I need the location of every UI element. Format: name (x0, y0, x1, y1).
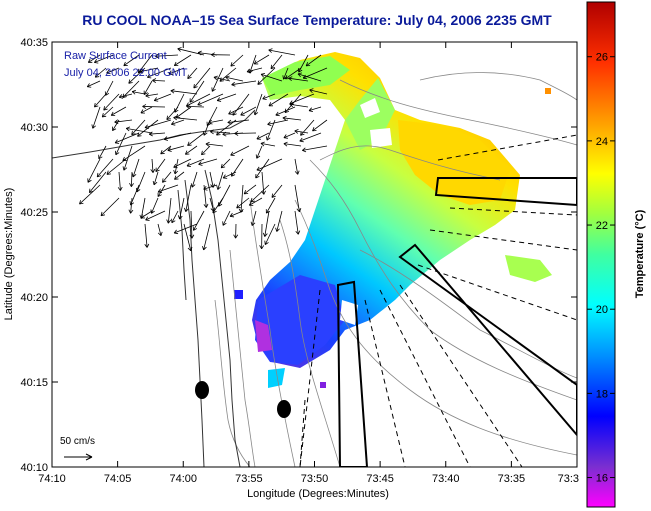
colorbar-ticks: 26 24 22 20 18 16 (587, 52, 615, 485)
lon-tick-label: 74:00 (169, 473, 197, 485)
sst-field (234, 52, 552, 388)
lat-tick-label: 40:35 (20, 37, 48, 49)
longitude-ticks: 74:10 74:05 74:00 73:55 73:50 73:45 73:40 73:35… (38, 42, 579, 485)
lat-tick-label: 40:25 (20, 207, 48, 219)
x-axis-label: Longitude (Degrees:Minutes) (247, 488, 389, 500)
map-title: RU COOL NOAA–15 Sea Surface Temperature:… (82, 12, 552, 28)
lat-tick-label: 40:20 (20, 292, 48, 304)
legend-line-2: July 04, 2006 22:00 GMT (64, 67, 188, 79)
lon-tick-label: 73:40 (432, 473, 460, 485)
colorbar-tick-label: 18 (596, 388, 608, 400)
y-axis-label: Latitude (Degrees:Minutes) (3, 188, 15, 321)
lon-tick-label: 74:10 (38, 473, 66, 485)
colorbar (586, 1, 616, 508)
sampling-regions (336, 177, 577, 467)
radial-lines (299, 134, 577, 467)
lon-tick-label: 73:50 (301, 473, 329, 485)
island-marker (277, 400, 291, 418)
lon-tick-label: 73:45 (366, 473, 394, 485)
lon-tick-label: 73:35 (498, 473, 526, 485)
bathymetry-contours (214, 72, 577, 467)
scale-label: 50 cm/s (60, 436, 95, 447)
colorbar-tick-label: 22 (596, 220, 608, 232)
colorbar-tick-label: 24 (596, 136, 608, 148)
lon-tick-label: 73:3 (558, 473, 579, 485)
colorbar-tick-label: 20 (596, 304, 608, 316)
island-marker (195, 381, 209, 399)
lat-tick-label: 40:30 (20, 122, 48, 134)
colorbar-tick-label: 16 (596, 473, 608, 485)
current-vectors (79, 47, 328, 252)
lat-tick-label: 40:10 (20, 462, 48, 474)
lon-tick-label: 74:05 (104, 473, 132, 485)
legend-line-1: Raw Surface Current (64, 50, 167, 62)
scale-arrow (64, 453, 93, 461)
lat-tick-label: 40:15 (20, 377, 48, 389)
lon-tick-label: 73:55 (235, 473, 263, 485)
colorbar-tick-label: 26 (596, 52, 608, 64)
latitude-ticks: 40:35 40:30 40:25 40:20 40:15 40:10 (20, 37, 577, 474)
colorbar-title: Temperature (°C) (634, 209, 646, 298)
